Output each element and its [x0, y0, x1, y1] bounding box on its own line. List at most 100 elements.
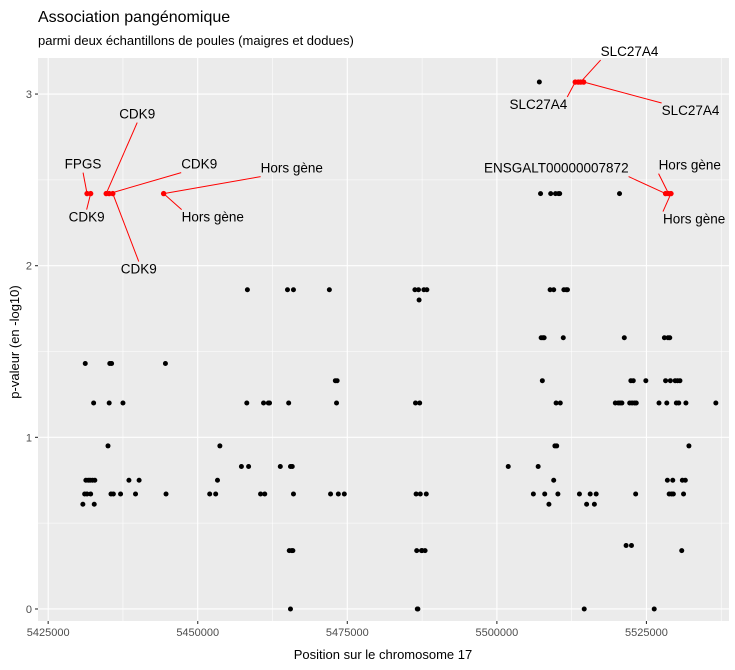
data-point — [541, 335, 547, 341]
data-point — [548, 191, 554, 197]
y-axis: 0 1 2 3 — [26, 89, 38, 616]
data-points — [80, 79, 719, 612]
leader-line — [163, 176, 261, 195]
data-point — [261, 400, 267, 406]
y-tick-label: 2 — [26, 261, 32, 273]
data-point — [661, 335, 667, 341]
data-point — [412, 287, 418, 293]
x-axis: 5425000 5450000 5475000 5500000 5525000 — [27, 621, 668, 639]
leader-line — [112, 193, 140, 262]
leader-line — [86, 193, 92, 210]
data-point — [530, 491, 536, 497]
data-point — [535, 464, 541, 470]
data-point — [110, 491, 116, 497]
data-point — [413, 491, 419, 497]
data-point — [560, 335, 566, 341]
data-point — [584, 501, 590, 507]
leader-line — [628, 176, 666, 195]
annotation-labels: FPGS CDK9 CDK9 CDK9 CDK9 Hors gène Hors gène SL… — [65, 44, 726, 277]
y-tick-label: 3 — [26, 89, 32, 101]
data-point — [593, 491, 599, 497]
plot-panel — [38, 58, 729, 621]
highlighted-points — [84, 79, 674, 197]
data-point — [538, 191, 544, 197]
y-tick-label: 0 — [26, 604, 32, 616]
data-point — [126, 477, 132, 483]
data-point — [664, 400, 670, 406]
data-point — [277, 464, 283, 470]
annotation-label: Hors gène — [261, 161, 323, 176]
leader-line — [580, 59, 601, 83]
data-point — [542, 491, 548, 497]
data-point — [651, 606, 657, 612]
highlight-point — [580, 79, 587, 85]
data-point — [415, 606, 421, 612]
leader-line — [583, 81, 662, 104]
data-point — [284, 287, 290, 293]
leader-line — [658, 173, 670, 194]
data-point — [84, 491, 90, 497]
data-point — [656, 400, 662, 406]
data-point — [416, 297, 422, 303]
data-point — [623, 542, 629, 548]
data-point — [238, 464, 244, 470]
y-tick-label: 1 — [26, 432, 32, 444]
data-point — [713, 400, 719, 406]
chart-title: Association pangénomique — [38, 9, 230, 26]
annotation-label: Hors gène — [182, 210, 244, 225]
annotation-label: CDK9 — [69, 210, 105, 225]
data-point — [643, 378, 649, 384]
leader-line — [105, 122, 138, 194]
x-tick-label: 5450000 — [176, 627, 219, 639]
highlight-point — [668, 190, 674, 197]
data-point — [287, 606, 293, 612]
data-point — [619, 400, 625, 406]
data-point — [214, 477, 220, 483]
data-point — [536, 79, 542, 85]
data-point — [162, 361, 168, 367]
data-point — [663, 378, 669, 384]
data-point — [423, 491, 429, 497]
data-point — [341, 491, 347, 497]
data-point — [670, 477, 676, 483]
data-point — [267, 400, 273, 406]
data-point — [80, 501, 86, 507]
data-point — [417, 400, 423, 406]
data-point — [667, 335, 673, 341]
data-point — [217, 443, 223, 449]
data-point — [290, 287, 296, 293]
data-point — [88, 491, 94, 497]
data-point — [633, 491, 639, 497]
annotation-label: FPGS — [65, 157, 102, 172]
data-point — [105, 443, 111, 449]
data-point — [554, 443, 560, 449]
data-point — [557, 191, 563, 197]
data-point — [290, 548, 296, 554]
data-point — [676, 400, 682, 406]
data-point — [630, 378, 636, 384]
data-point — [664, 477, 670, 483]
data-point — [670, 491, 676, 497]
data-point — [587, 491, 593, 497]
data-point — [505, 464, 511, 470]
leader-line — [163, 193, 182, 210]
highlight-point — [87, 190, 94, 197]
x-tick-label: 5475000 — [326, 627, 369, 639]
data-point — [118, 491, 124, 497]
x-tick-label: 5500000 — [475, 627, 518, 639]
data-point — [424, 287, 430, 293]
leader-line — [662, 193, 672, 212]
data-point — [413, 400, 419, 406]
data-point — [262, 491, 268, 497]
data-point — [244, 400, 250, 406]
y-axis-title: p-valeur (en -log10) — [7, 285, 22, 398]
data-point — [539, 378, 545, 384]
data-point — [207, 491, 213, 497]
data-point — [328, 491, 334, 497]
leader-line — [566, 81, 576, 98]
data-point — [683, 400, 689, 406]
data-point — [82, 361, 88, 367]
data-point — [326, 287, 332, 293]
data-point — [258, 491, 264, 497]
